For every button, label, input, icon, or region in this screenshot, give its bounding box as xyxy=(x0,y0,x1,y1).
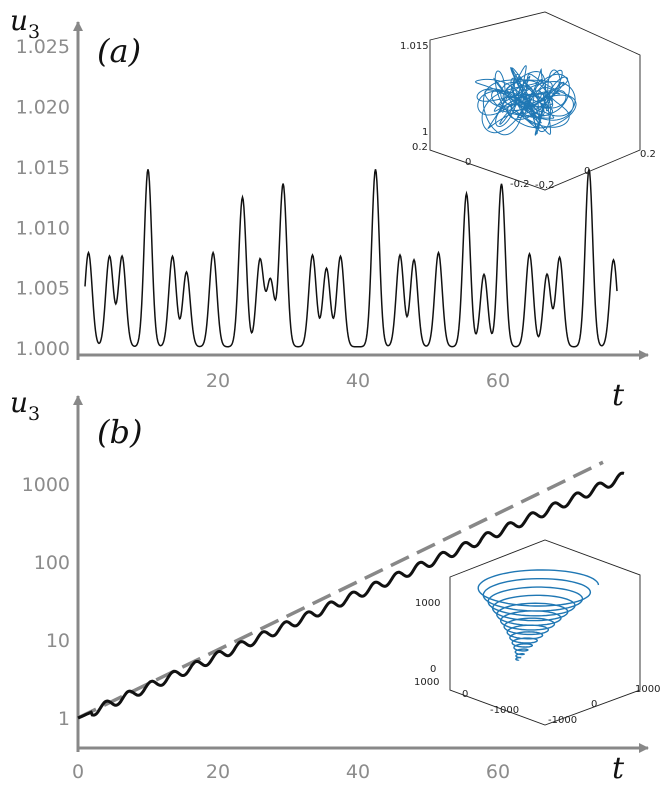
y-tick-label: 100 xyxy=(34,552,70,574)
inset-b-rtick-label: 0 xyxy=(591,699,597,710)
y-tick-label: 1 xyxy=(58,708,70,730)
inset-b-vtick-label: 1000 xyxy=(415,598,440,609)
panel-b: u3 (b) t 1 10 100 1000 0 20 40 60 1000 0… xyxy=(10,386,660,785)
x-tick-label: 20 xyxy=(206,761,230,783)
inset-a-rtick-label: 0 xyxy=(584,166,590,177)
inset-b-ltick-label: 0 xyxy=(462,689,468,700)
inset-b-rtick-label: 1000 xyxy=(635,684,660,695)
inset-b-ltick-label: 1000 xyxy=(414,677,439,688)
y-tick-label: 1.005 xyxy=(16,278,70,300)
inset-a-vtick-label: 1 xyxy=(422,127,428,138)
panel-a-series-line xyxy=(84,169,618,348)
panel-a-x-ticks: 20 40 60 xyxy=(206,370,510,392)
inset-a-ltick-label: 0 xyxy=(465,157,471,168)
x-tick-label: 20 xyxy=(206,370,230,392)
inset-b-vtick-label: 0 xyxy=(430,664,436,675)
panel-a-inset: 1.015 1 0.2 0 -0.2 -0.2 0 0.2 xyxy=(400,11,656,191)
y-tick-label: 1.010 xyxy=(16,217,70,239)
panel-b-inset: 1000 0 1000 0 -1000 -1000 0 1000 xyxy=(414,539,660,726)
panel-b-solid-series-line xyxy=(77,471,625,720)
y-tick-label: 1.000 xyxy=(16,338,70,360)
inset-a-ltick-label: 0.2 xyxy=(412,142,428,153)
x-tick-label: 60 xyxy=(486,370,510,392)
inset-b-ltick-label: -1000 xyxy=(490,705,519,716)
panel-b-label: (b) xyxy=(97,413,142,451)
y-tick-label: 1.020 xyxy=(16,97,70,119)
inset-a-vtick-label: 1.015 xyxy=(400,41,429,52)
panel-a-label: (a) xyxy=(97,32,141,70)
inset-a-rtick-label: 0.2 xyxy=(640,149,656,160)
y-tick-label: 1000 xyxy=(22,474,70,496)
inset-b-box xyxy=(449,539,641,726)
inset-a-rtick-label: -0.2 xyxy=(535,180,555,191)
panel-a-y-label: u3 xyxy=(10,4,40,43)
panel-b-dashed-series-line xyxy=(77,460,604,720)
x-tick-label: 40 xyxy=(346,761,370,783)
panel-b-x-label: t xyxy=(612,751,625,785)
x-tick-label: 40 xyxy=(346,370,370,392)
inset-a-trajectory xyxy=(474,65,577,136)
panel-a: u3 (a) t 1.000 1.005 1.010 1.015 1.020 1… xyxy=(10,4,656,413)
inset-b-rtick-label: -1000 xyxy=(548,715,577,726)
y-tick-label: 10 xyxy=(46,630,70,652)
panel-b-y-label: u3 xyxy=(10,386,40,425)
panel-b-x-ticks: 0 20 40 60 xyxy=(72,761,510,783)
inset-a-ltick-label: -0.2 xyxy=(510,179,530,190)
x-tick-label: 60 xyxy=(486,761,510,783)
y-tick-label: 1.025 xyxy=(16,36,70,58)
panel-a-x-label: t xyxy=(612,378,625,413)
x-tick-label: 0 xyxy=(72,761,84,783)
panel-b-y-ticks: 1 10 100 1000 xyxy=(22,474,70,730)
y-tick-label: 1.015 xyxy=(16,157,70,179)
inset-a-box xyxy=(429,11,641,191)
inset-b-trajectory xyxy=(477,569,600,661)
panel-a-y-ticks: 1.000 1.005 1.010 1.015 1.020 1.025 xyxy=(16,36,70,360)
